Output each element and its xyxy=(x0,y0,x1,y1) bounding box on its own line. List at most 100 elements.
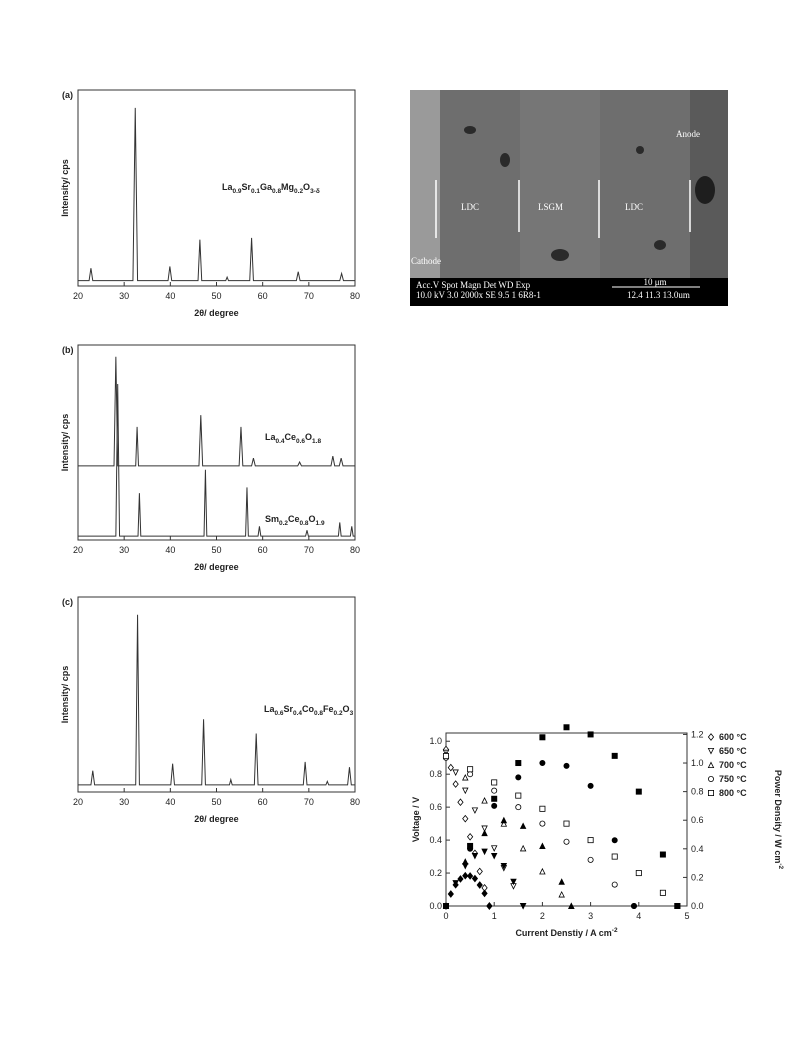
x-tick-label: 2 xyxy=(540,911,545,921)
compound-label-part: Sr xyxy=(284,704,294,714)
marker xyxy=(539,805,546,812)
marker xyxy=(462,858,469,865)
marker xyxy=(471,874,479,883)
y2-axis-label-part: -2 xyxy=(777,863,784,869)
compound-label-part: Ce xyxy=(285,432,297,442)
compound-label: La0.6Sr0.4Co0.8Fe0.2O3 xyxy=(264,704,354,717)
compound-label-part: O xyxy=(305,432,312,442)
marker xyxy=(659,889,666,896)
compound-label-part: 1.9 xyxy=(316,520,325,527)
y2-tick-label: 1.2 xyxy=(691,729,704,739)
sem-label: LSGM xyxy=(538,202,563,212)
marker xyxy=(515,792,522,799)
compound-label-part: Mg xyxy=(281,182,294,192)
sem-pore xyxy=(636,146,644,154)
sem-info-bar xyxy=(410,278,728,306)
marker xyxy=(587,782,594,789)
xrd-pattern xyxy=(78,383,355,537)
marker xyxy=(491,795,498,802)
marker xyxy=(515,804,522,811)
compound-label-part: 0.4 xyxy=(276,438,285,445)
y-tick-label: 0.2 xyxy=(429,868,442,878)
compound-label-part: 0.1 xyxy=(251,188,260,195)
marker xyxy=(491,802,498,809)
marker xyxy=(491,787,498,794)
y2-tick-label: 0.8 xyxy=(691,787,704,797)
x-tick-label: 40 xyxy=(165,545,175,555)
sem-electrolyte-region xyxy=(520,90,600,278)
marker xyxy=(466,832,474,841)
x-tick-label: 60 xyxy=(258,797,268,807)
sem-cathode-region xyxy=(410,90,440,278)
x-tick-label: 40 xyxy=(165,797,175,807)
marker xyxy=(486,902,493,910)
marker xyxy=(539,760,546,767)
marker xyxy=(539,867,546,875)
legend-label: 800 °C xyxy=(719,788,747,798)
x-axis-label: 2θ/ degree xyxy=(194,308,238,318)
x-tick-label: 80 xyxy=(350,291,360,301)
compound-label-part: Sr xyxy=(242,182,252,192)
marker xyxy=(563,820,570,827)
marker xyxy=(481,825,488,833)
x-tick-label: 70 xyxy=(304,291,314,301)
marker xyxy=(452,880,459,887)
compound-label-part: 0.6 xyxy=(275,710,284,717)
compound-label-part: 0.8 xyxy=(300,520,309,527)
marker xyxy=(447,763,454,772)
y-axis-label: Intensity/ cps xyxy=(60,414,70,472)
marker xyxy=(467,766,474,773)
y-tick-label: 0.8 xyxy=(429,769,442,779)
marker xyxy=(563,724,570,731)
marker xyxy=(500,820,508,827)
compound-label-part: Ga xyxy=(260,182,273,192)
compound-label-part: 0.8 xyxy=(314,710,323,717)
x-tick-label: 0 xyxy=(443,911,448,921)
marker xyxy=(462,871,469,880)
marker xyxy=(500,816,508,824)
sem-label: LDC xyxy=(461,202,479,212)
marker xyxy=(558,878,565,885)
marker xyxy=(490,845,498,852)
legend-label: 600 °C xyxy=(719,732,747,742)
marker xyxy=(568,902,575,909)
y-axis-label: Intensity/ cps xyxy=(60,159,70,217)
compound-label-part: 0.4 xyxy=(293,710,302,717)
compound-label-part: 1.8 xyxy=(312,438,321,445)
marker xyxy=(659,851,666,858)
marker xyxy=(515,774,522,781)
sem-pore xyxy=(654,240,666,250)
marker xyxy=(452,769,459,777)
marker xyxy=(519,903,527,910)
y2-tick-label: 0.4 xyxy=(691,844,704,854)
marker xyxy=(635,788,642,795)
marker xyxy=(539,842,546,849)
x-tick-label: 80 xyxy=(350,797,360,807)
x-tick-label: 70 xyxy=(304,797,314,807)
x-tick-label: 60 xyxy=(258,291,268,301)
legend-marker xyxy=(707,733,715,741)
compound-label-part: 0.8 xyxy=(272,188,281,195)
marker xyxy=(674,903,681,910)
sem-info: 12.4 11.3 13.0um xyxy=(627,290,690,300)
panel-label: (c) xyxy=(62,597,73,607)
marker xyxy=(500,862,508,870)
marker xyxy=(611,853,618,860)
sem-pore xyxy=(464,126,476,134)
marker xyxy=(471,807,479,814)
x-tick-label: 50 xyxy=(211,291,221,301)
compound-label-part: La xyxy=(264,704,275,714)
marker xyxy=(481,829,488,837)
marker xyxy=(490,852,498,860)
marker xyxy=(510,878,517,886)
marker xyxy=(611,881,618,888)
x-tick-label: 30 xyxy=(119,291,129,301)
marker xyxy=(476,867,483,876)
y-tick-label: 0.0 xyxy=(429,901,442,911)
sem-pore xyxy=(551,249,569,261)
x-axis-label-part: Current Denstiy / A cm xyxy=(515,928,611,938)
x-tick-label: 5 xyxy=(684,911,689,921)
marker xyxy=(481,848,488,856)
